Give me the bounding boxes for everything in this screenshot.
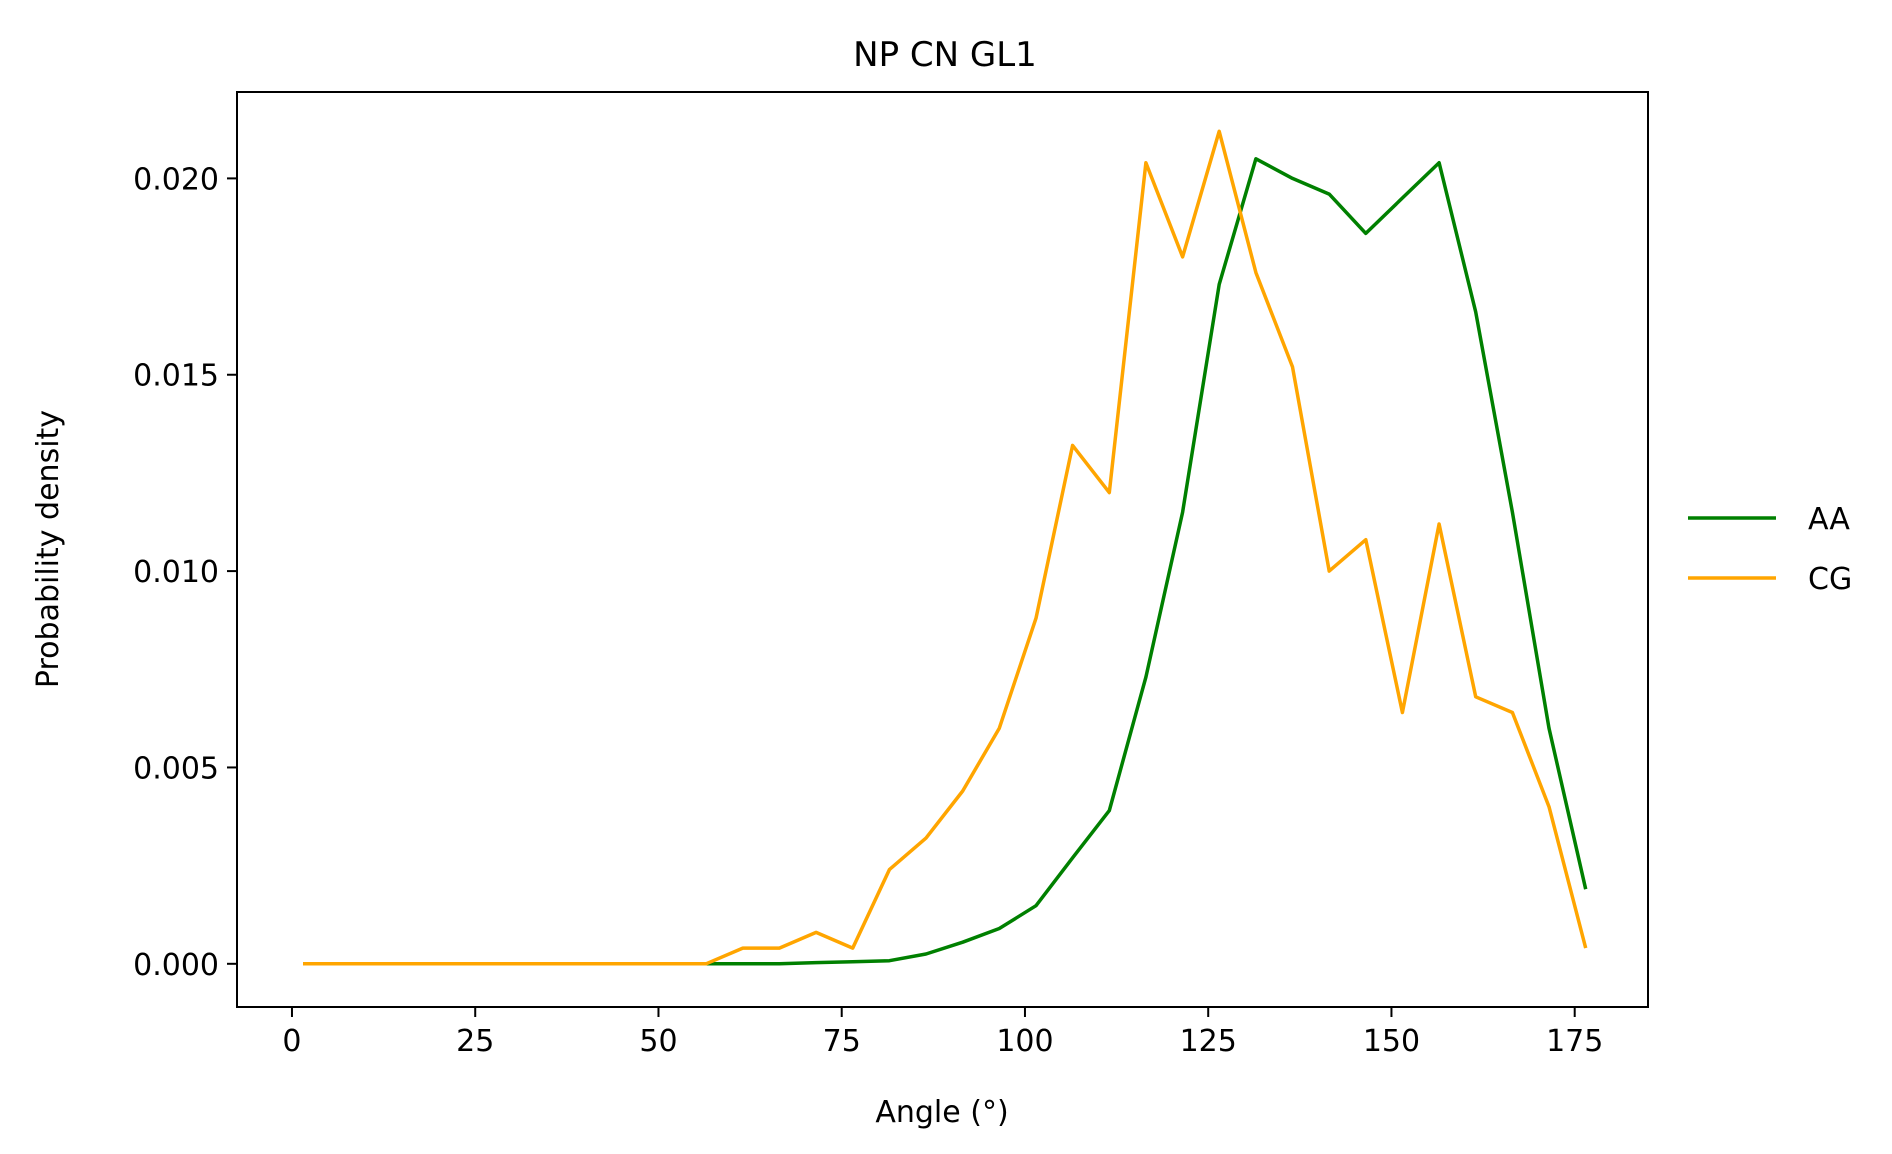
x-axis-label: Angle (°) bbox=[875, 1095, 1008, 1130]
y-tick-label: 0.000 bbox=[133, 948, 219, 983]
legend-label-aa: AA bbox=[1808, 502, 1850, 537]
plot-frame bbox=[236, 91, 1649, 1008]
series-line-cg bbox=[303, 129, 1588, 966]
x-tick-label: 75 bbox=[823, 1024, 861, 1059]
y-tick-label: 0.015 bbox=[133, 359, 219, 394]
legend-label-cg: CG bbox=[1808, 562, 1852, 597]
series-lines bbox=[303, 129, 1588, 966]
x-tick-label: 0 bbox=[282, 1024, 301, 1059]
legend: AA CG bbox=[1688, 502, 1852, 597]
x-tick-label: 150 bbox=[1363, 1024, 1420, 1059]
x-tick-label: 125 bbox=[1180, 1024, 1237, 1059]
y-axis-label: Probability density bbox=[31, 410, 66, 688]
y-tick-label: 0.020 bbox=[133, 162, 219, 197]
y-axis: 0.000 0.005 0.010 0.015 0.020 bbox=[133, 162, 237, 983]
y-tick-label: 0.005 bbox=[133, 751, 219, 786]
x-tick-label: 50 bbox=[639, 1024, 677, 1059]
plot-content bbox=[303, 129, 1588, 966]
y-tick-label: 0.010 bbox=[133, 555, 219, 590]
x-tick-label: 25 bbox=[456, 1024, 494, 1059]
x-tick-label: 100 bbox=[996, 1024, 1053, 1059]
x-tick-label: 175 bbox=[1546, 1024, 1603, 1059]
chart-title: NP CN GL1 bbox=[853, 35, 1037, 75]
x-axis: 0 25 50 75 100 125 150 175 bbox=[282, 1007, 1603, 1059]
